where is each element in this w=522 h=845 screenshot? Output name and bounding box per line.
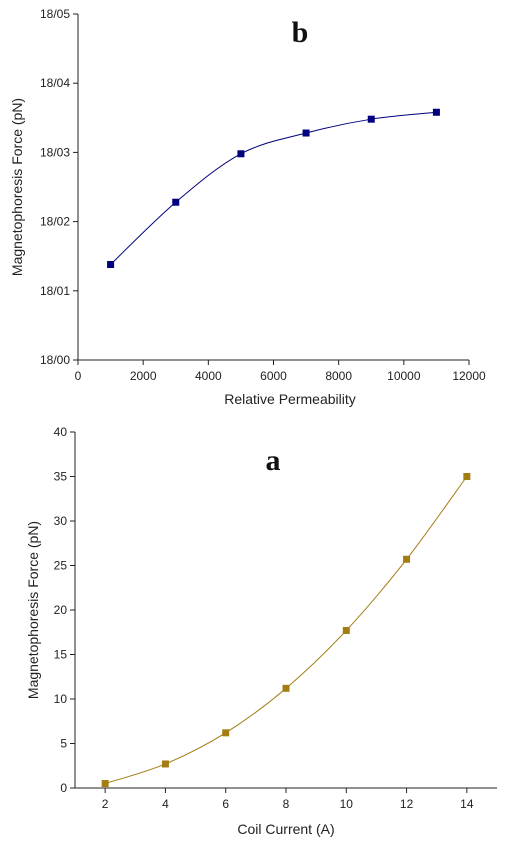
y-axis-label: Magnetophoresis Force (pN)	[9, 98, 25, 276]
y-tick-label: 18/04	[40, 76, 70, 90]
series-line	[104, 476, 468, 785]
x-ticks: 0 2000 4000 6000 8000 10000 12000	[75, 360, 486, 383]
series-line	[110, 111, 437, 265]
x-tick-label: 2000	[130, 369, 157, 383]
x-tick-label: 4000	[195, 369, 222, 383]
data-point	[463, 473, 471, 480]
x-axis-label: Coil Current (A)	[237, 821, 334, 837]
y-tick-label: 0	[60, 781, 67, 795]
data-point	[282, 684, 290, 692]
data-point	[237, 150, 245, 158]
data-points	[107, 108, 440, 269]
data-point	[432, 108, 440, 116]
plot-frame	[78, 14, 469, 360]
x-tick-label: 12	[400, 797, 414, 811]
y-tick-label: 20	[54, 603, 68, 617]
data-point	[101, 780, 109, 788]
panel-label: b	[292, 16, 309, 49]
y-tick-label: 40	[54, 425, 68, 439]
data-point	[302, 129, 310, 137]
x-tick-label: 8000	[325, 369, 352, 383]
y-tick-label: 18/05	[40, 7, 70, 21]
data-point	[161, 760, 169, 768]
y-tick-label: 18/03	[40, 145, 70, 159]
y-tick-label: 25	[54, 559, 68, 573]
x-tick-label: 14	[460, 797, 474, 811]
x-tick-label: 2	[102, 797, 109, 811]
y-tick-label: 15	[54, 648, 68, 662]
y-tick-label: 18/00	[40, 353, 70, 367]
x-axis-label: Relative Permeability	[224, 391, 356, 407]
y-tick-label: 18/01	[40, 284, 70, 298]
y-tick-label: 18/02	[40, 215, 70, 229]
x-tick-label: 6000	[260, 369, 287, 383]
x-tick-label: 4	[162, 797, 169, 811]
y-tick-label: 35	[54, 470, 68, 484]
data-point	[367, 115, 375, 123]
panel-label: a	[266, 444, 281, 477]
data-point	[222, 729, 230, 737]
data-point	[342, 626, 350, 634]
y-ticks: 18/00 18/01 18/02 18/03 18/04 18/05	[40, 7, 78, 367]
chart-panel-b: 0 2000 4000 6000 8000 10000 12000 18/0018/0118…	[9, 7, 486, 407]
x-tick-label: 10000	[387, 369, 421, 383]
x-tick-label: 12000	[452, 369, 486, 383]
data-points	[101, 473, 471, 788]
x-tick-label: 6	[222, 797, 229, 811]
x-tick-label: 10	[340, 797, 354, 811]
x-tick-label: 0	[75, 369, 82, 383]
y-tick-label: 10	[54, 692, 68, 706]
x-ticks: 2 4 6 8 10 12 14	[102, 788, 474, 811]
data-point	[107, 261, 115, 269]
chart-panel-a: 2 4 6 8 10 12 14 0 5 10 15 20 25 30 35 40 a Coil Curre…	[25, 425, 497, 837]
x-tick-label: 8	[283, 797, 290, 811]
y-tick-label: 30	[54, 514, 68, 528]
y-axis-label: Magnetophoresis Force (pN)	[25, 521, 41, 699]
y-tick-label: 5	[60, 737, 67, 751]
data-point	[172, 198, 180, 206]
y-ticks: 0 5 10 15 20 25 30 35 40	[54, 425, 75, 795]
data-point	[403, 555, 411, 563]
